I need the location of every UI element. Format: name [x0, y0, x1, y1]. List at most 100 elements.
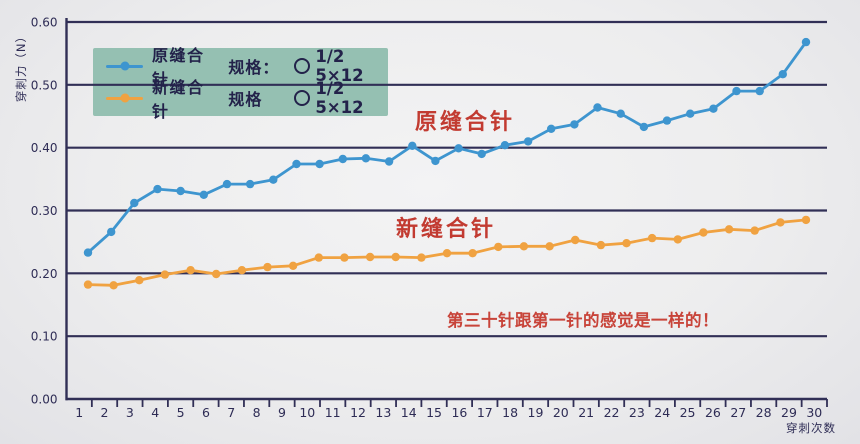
x-tick-label: 12: [350, 405, 366, 420]
data-point: [596, 240, 606, 250]
x-tick-label: 5: [177, 405, 185, 420]
x-tick-label: 26: [705, 405, 721, 420]
data-point: [130, 198, 139, 208]
x-tick-label: 22: [604, 405, 620, 420]
data-point: [519, 242, 529, 251]
x-tick-label: 11: [325, 405, 341, 420]
data-point: [83, 280, 93, 289]
data-point: [778, 70, 787, 79]
y-tick-label: 0.10: [31, 330, 58, 344]
y-axis-title: 穿刺力（N）: [14, 29, 28, 103]
line-dot-marker-icon: [106, 61, 143, 71]
data-point: [776, 218, 785, 227]
line-dot-marker-icon: [106, 93, 143, 103]
x-tick-label: 24: [654, 405, 670, 420]
data-point: [801, 215, 811, 225]
x-tick-label: 8: [253, 405, 261, 420]
x-tick-label: 9: [278, 405, 286, 420]
legend-series-name: 原缝合针: [152, 46, 205, 89]
data-point: [755, 86, 764, 96]
x-tick-label: 13: [375, 405, 391, 420]
data-point: [724, 225, 734, 234]
data-point: [801, 37, 811, 47]
x-tick-label: 30: [806, 405, 822, 420]
legend-spec-value: 1/2 5×12: [315, 79, 364, 117]
data-point: [391, 252, 400, 262]
data-point: [222, 179, 232, 189]
data-point: [686, 109, 695, 118]
legend-row: 新缝合针 规格 1/2 5×12: [93, 78, 388, 121]
x-tick-label: 21: [578, 405, 594, 420]
data-point: [647, 233, 657, 243]
legend-spec-label: 规格: [228, 90, 263, 109]
x-tick-label: 19: [528, 405, 544, 420]
x-tick-label: 17: [477, 405, 493, 420]
series-label-original: 原缝合针: [415, 110, 516, 135]
x-tick-label: 23: [629, 405, 645, 420]
data-point: [477, 149, 486, 159]
legend-series-name: 新缝合针: [152, 78, 205, 121]
legend: 原缝合针 规格： 1/2 5×12 新缝合针 规格 1/2 5×12: [93, 46, 388, 121]
x-tick-label: 1: [75, 405, 83, 420]
data-point: [160, 270, 170, 279]
data-point: [212, 269, 221, 279]
data-point: [83, 248, 93, 257]
x-tick-label: 3: [126, 405, 134, 420]
data-point: [315, 159, 324, 169]
data-point: [431, 156, 440, 166]
x-tick-label: 7: [227, 405, 235, 420]
data-point: [454, 144, 463, 153]
data-point: [263, 262, 272, 272]
data-point: [616, 109, 625, 118]
data-point: [338, 154, 347, 164]
x-tick-label: 29: [781, 405, 797, 420]
x-tick-label: 25: [680, 405, 696, 420]
data-point: [245, 179, 255, 189]
data-point: [442, 249, 452, 258]
annotation-note: 第三十针跟第一针的感觉是一样的！: [447, 311, 719, 330]
data-point: [269, 175, 278, 184]
data-point: [468, 249, 477, 258]
series-label-new: 新缝合针: [396, 217, 497, 242]
data-point: [109, 281, 118, 290]
data-point: [500, 141, 510, 150]
data-point: [673, 235, 682, 244]
x-tick-label: 27: [730, 405, 746, 420]
data-point: [153, 184, 162, 194]
x-tick-label: 18: [502, 405, 518, 420]
data-point: [176, 186, 185, 196]
data-point: [107, 227, 116, 237]
y-tick-label: 0.40: [31, 141, 58, 155]
x-tick-label: 15: [426, 405, 442, 420]
y-tick-label: 0.50: [31, 78, 58, 92]
x-tick-label: 4: [151, 405, 159, 420]
data-point: [570, 120, 579, 129]
y-tick-label: 0.00: [31, 393, 58, 407]
y-tick-label: 0.30: [31, 204, 58, 218]
data-point: [237, 266, 247, 275]
data-point: [750, 226, 759, 235]
data-point: [384, 157, 394, 166]
data-point: [292, 159, 301, 169]
data-point: [340, 253, 349, 262]
x-axis-title: 穿刺次数: [786, 421, 836, 435]
needle-curvature-icon: [294, 90, 311, 106]
y-tick-label: 0.20: [31, 267, 58, 281]
x-tick-label: 2: [101, 405, 109, 420]
data-point: [593, 103, 602, 112]
data-point: [408, 141, 417, 150]
data-point: [571, 235, 580, 245]
legend-spec-label: 规格：: [228, 58, 280, 77]
data-point: [417, 253, 426, 262]
x-tick-label: 16: [451, 405, 467, 420]
data-point: [523, 137, 533, 146]
x-tick-label: 6: [202, 405, 210, 420]
legend-row: 原缝合针 规格： 1/2 5×12: [93, 46, 388, 89]
y-tick-label: 0.60: [31, 16, 58, 30]
data-point: [186, 266, 195, 275]
data-point: [199, 190, 208, 199]
needle-curvature-icon: [294, 58, 311, 74]
data-point: [622, 239, 631, 248]
